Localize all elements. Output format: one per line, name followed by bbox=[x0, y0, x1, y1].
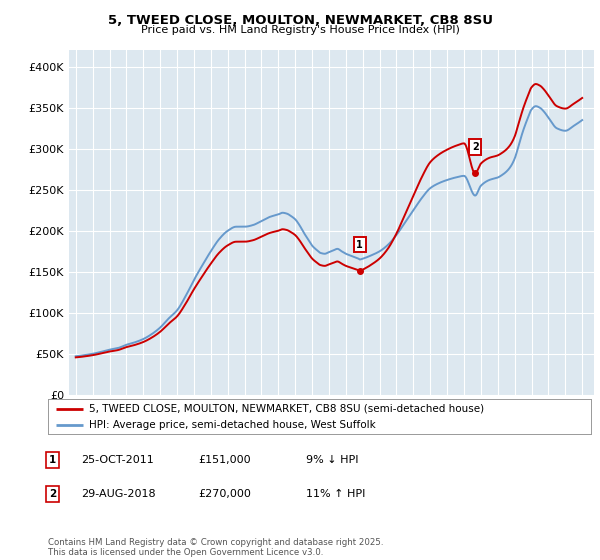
Text: 5, TWEED CLOSE, MOULTON, NEWMARKET, CB8 8SU: 5, TWEED CLOSE, MOULTON, NEWMARKET, CB8 … bbox=[107, 14, 493, 27]
Text: £151,000: £151,000 bbox=[198, 455, 251, 465]
Text: HPI: Average price, semi-detached house, West Suffolk: HPI: Average price, semi-detached house,… bbox=[89, 419, 376, 430]
Text: 9% ↓ HPI: 9% ↓ HPI bbox=[306, 455, 359, 465]
Text: £270,000: £270,000 bbox=[198, 489, 251, 499]
Text: 5, TWEED CLOSE, MOULTON, NEWMARKET, CB8 8SU (semi-detached house): 5, TWEED CLOSE, MOULTON, NEWMARKET, CB8 … bbox=[89, 404, 484, 414]
Text: 11% ↑ HPI: 11% ↑ HPI bbox=[306, 489, 365, 499]
Text: Price paid vs. HM Land Registry's House Price Index (HPI): Price paid vs. HM Land Registry's House … bbox=[140, 25, 460, 35]
Text: 1: 1 bbox=[356, 240, 363, 250]
Text: 1: 1 bbox=[49, 455, 56, 465]
Text: 29-AUG-2018: 29-AUG-2018 bbox=[81, 489, 155, 499]
Text: 2: 2 bbox=[472, 142, 479, 152]
Text: 25-OCT-2011: 25-OCT-2011 bbox=[81, 455, 154, 465]
Text: Contains HM Land Registry data © Crown copyright and database right 2025.
This d: Contains HM Land Registry data © Crown c… bbox=[48, 538, 383, 557]
Text: 2: 2 bbox=[49, 489, 56, 499]
